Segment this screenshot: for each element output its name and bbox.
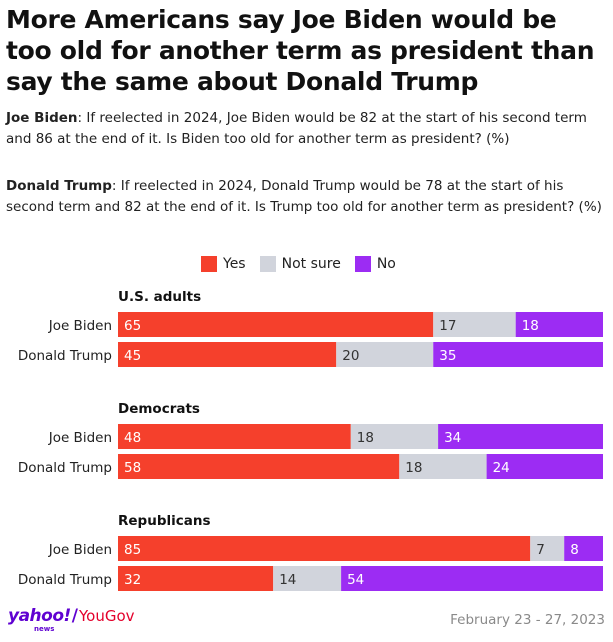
legend-item-no: No: [354, 256, 396, 272]
logo-separator: /: [71, 606, 78, 626]
question-biden: Joe Biden: If reelected in 2024, Joe Bid…: [6, 108, 606, 150]
row-label-democrats-joe-biden: Joe Biden: [48, 430, 112, 446]
row-label-democrats-donald-trump: Donald Trump: [18, 460, 112, 476]
bar-democrats-joe-biden-not-sure: [350, 424, 439, 449]
value-label-republicans-joe-biden-yes: 85: [124, 542, 141, 558]
value-label-u-s-adults-donald-trump-not-sure: 20: [342, 348, 359, 364]
question-trump-text: : If reelected in 2024, Donald Trump wou…: [6, 178, 602, 215]
bar-republicans-joe-biden-yes: [118, 536, 531, 561]
value-label-republicans-joe-biden-not-sure: 7: [536, 542, 545, 558]
value-label-democrats-donald-trump-yes: 58: [124, 460, 141, 476]
legend-swatch-not-sure: [259, 256, 276, 272]
bar-u-s-adults-donald-trump-yes: [118, 342, 337, 367]
question-biden-text: : If reelected in 2024, Joe Biden would …: [6, 110, 587, 147]
bar-u-s-adults-donald-trump-not-sure: [336, 342, 434, 367]
bar-u-s-adults-joe-biden-yes: [118, 312, 434, 337]
value-label-u-s-adults-donald-trump-yes: 45: [124, 348, 141, 364]
bar-democrats-joe-biden-yes: [118, 424, 351, 449]
bar-republicans-joe-biden-no: [564, 536, 603, 561]
value-label-republicans-donald-trump-no: 54: [347, 572, 364, 588]
bar-democrats-donald-trump-yes: [118, 454, 400, 479]
value-label-republicans-donald-trump-yes: 32: [124, 572, 141, 588]
row-label-republicans-joe-biden: Joe Biden: [48, 542, 112, 558]
yahoo-yougov-logo: yahoo!/YouGov news: [8, 606, 135, 636]
legend-label-no: No: [376, 256, 396, 272]
survey-date: February 23 - 27, 2023: [450, 612, 605, 628]
row-label-u-s-adults-joe-biden: Joe Biden: [48, 318, 112, 334]
value-label-democrats-joe-biden-not-sure: 18: [357, 430, 374, 446]
chart-title: More Americans say Joe Biden would be to…: [6, 5, 595, 96]
question-trump-name: Donald Trump: [6, 178, 112, 194]
bar-republicans-donald-trump-not-sure: [273, 566, 342, 591]
value-label-republicans-donald-trump-not-sure: 14: [279, 572, 296, 588]
legend-item-not-sure: Not sure: [259, 256, 341, 272]
legend-swatch-yes: [201, 256, 217, 272]
group-label-u-s-adults: U.S. adults: [118, 289, 201, 305]
value-label-republicans-joe-biden-no: 8: [570, 542, 579, 558]
value-label-u-s-adults-joe-biden-not-sure: 17: [439, 318, 456, 334]
legend-item-yes: Yes: [201, 256, 246, 272]
group-label-democrats: Democrats: [118, 401, 200, 417]
group-label-republicans: Republicans: [118, 513, 211, 529]
question-biden-name: Joe Biden: [6, 110, 78, 126]
legend: Yes Not sure No: [201, 254, 410, 274]
bar-democrats-donald-trump-not-sure: [399, 454, 487, 479]
legend-label-not-sure: Not sure: [281, 256, 341, 272]
value-label-u-s-adults-donald-trump-no: 35: [439, 348, 456, 364]
value-label-u-s-adults-joe-biden-no: 18: [522, 318, 539, 334]
bar-republicans-donald-trump-yes: [118, 566, 274, 591]
row-label-republicans-donald-trump: Donald Trump: [18, 572, 112, 588]
value-label-democrats-donald-trump-no: 24: [493, 460, 510, 476]
row-label-u-s-adults-donald-trump: Donald Trump: [18, 348, 112, 364]
question-trump: Donald Trump: If reelected in 2024, Dona…: [6, 176, 606, 218]
bar-u-s-adults-joe-biden-no: [515, 312, 603, 337]
bar-u-s-adults-donald-trump-no: [433, 342, 603, 367]
yahoo-logo-text: yahoo!: [8, 606, 71, 626]
value-label-democrats-joe-biden-no: 34: [444, 430, 461, 446]
legend-label-yes: Yes: [223, 256, 246, 272]
value-label-u-s-adults-joe-biden-yes: 65: [124, 318, 141, 334]
bar-u-s-adults-joe-biden-not-sure: [433, 312, 516, 337]
legend-swatch-no: [354, 256, 371, 272]
bar-democrats-joe-biden-no: [438, 424, 603, 449]
bar-republicans-donald-trump-no: [341, 566, 603, 591]
yahoo-news-text: news: [34, 625, 55, 633]
bar-democrats-donald-trump-no: [486, 454, 603, 479]
bar-republicans-joe-biden-not-sure: [530, 536, 565, 561]
yougov-logo-text: YouGov: [79, 607, 135, 625]
value-label-democrats-donald-trump-not-sure: 18: [405, 460, 422, 476]
value-label-democrats-joe-biden-yes: 48: [124, 430, 141, 446]
